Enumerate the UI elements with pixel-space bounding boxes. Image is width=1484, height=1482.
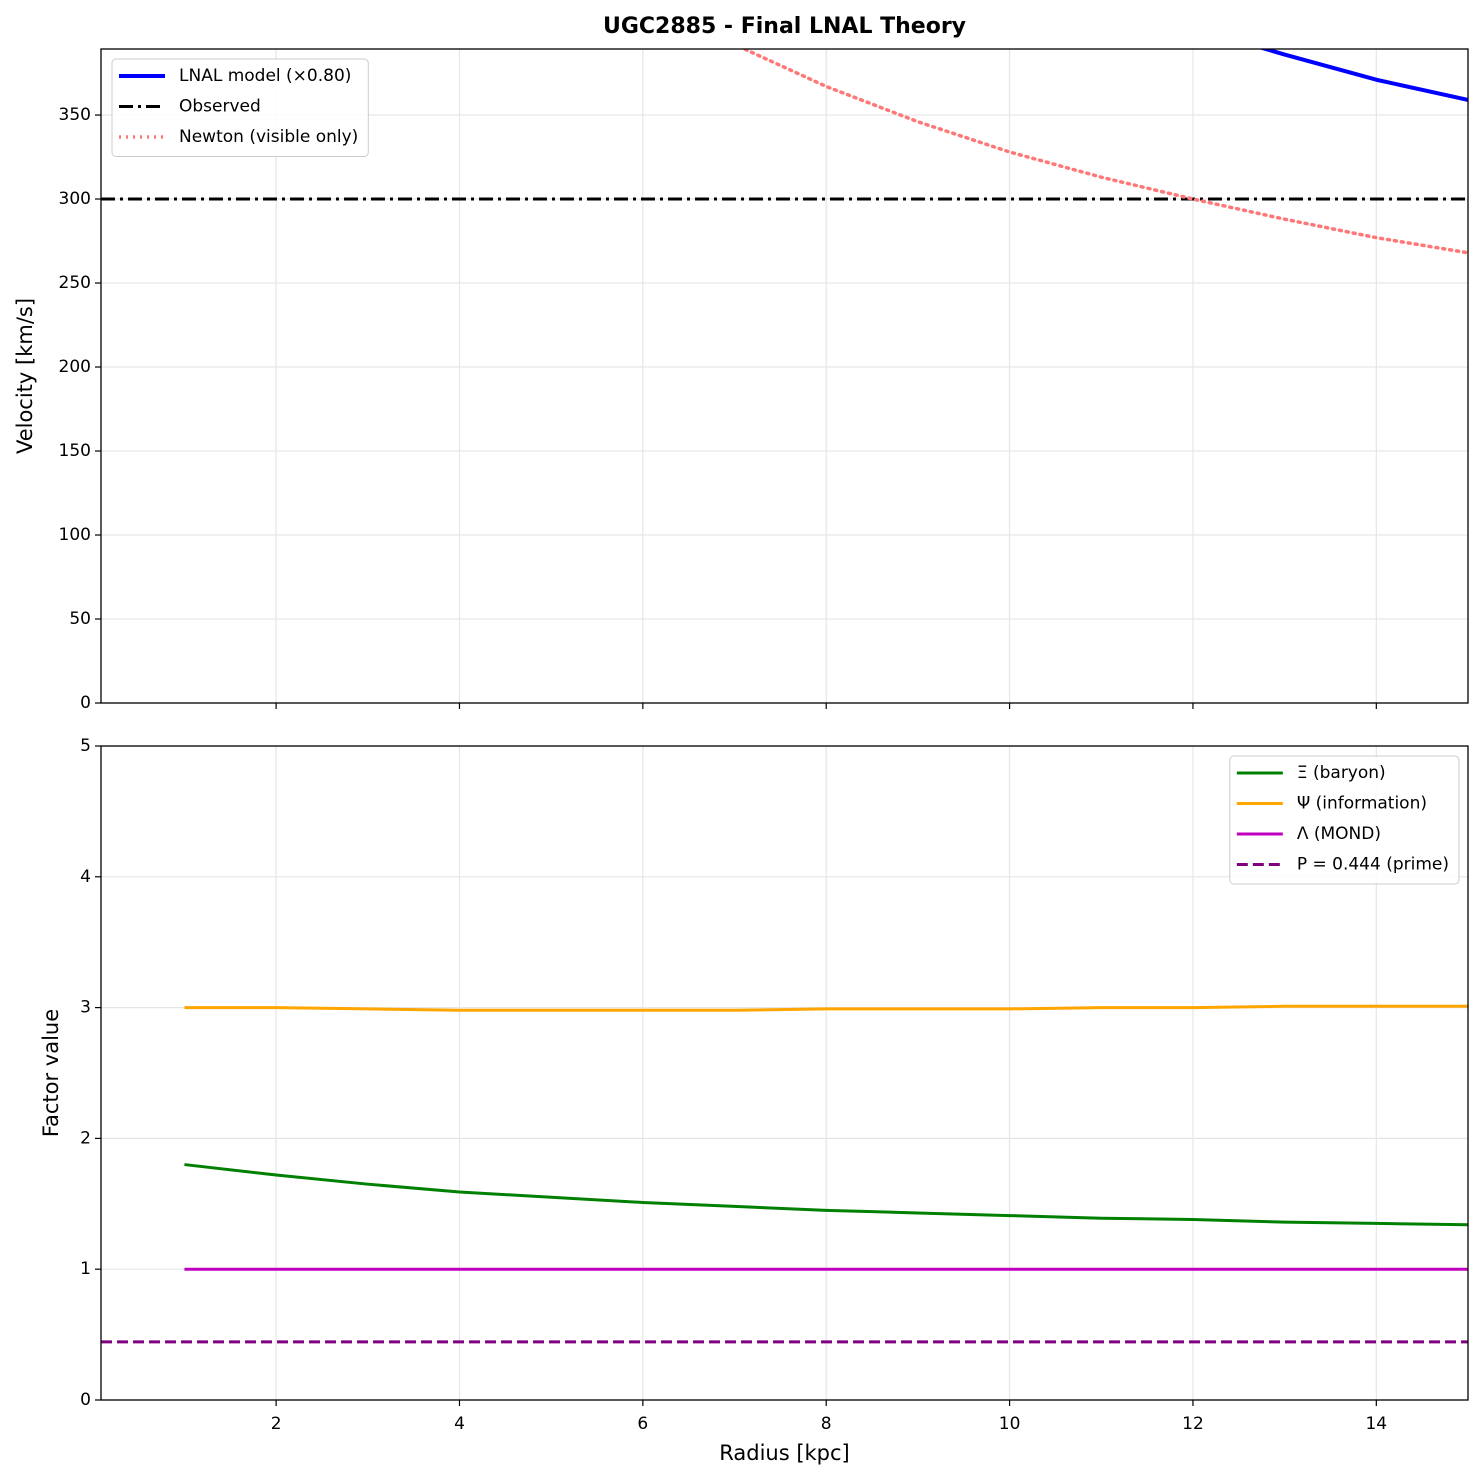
x-axis-label: Radius [kpc] [719,1441,850,1465]
y-tick-label: 50 [69,609,91,629]
legend-label: Λ (MOND) [1297,824,1381,844]
x-tick-label: 12 [1182,1414,1204,1434]
y-tick-label: 1 [80,1259,91,1279]
series-line [184,1163,1468,1227]
y-tick-label: 2 [80,1128,91,1148]
x-tick-label: 6 [637,1414,648,1434]
legend: Ξ (baryon) Ψ (information) Λ (MOND) P = 0.4… [1229,755,1460,885]
x-tick-label: 4 [454,1414,465,1434]
legend-label: Newton (visible only) [179,127,358,147]
legend-label: P = 0.444 (prime) [1297,855,1449,875]
legend-box [111,58,369,157]
plot-area [101,49,1468,255]
x-tick-label: 2 [271,1414,282,1434]
legend-label: Ξ (baryon) [1297,763,1386,783]
y-tick-label: 4 [80,867,91,887]
chart-title: UGC2885 - Final LNAL Theory [603,14,966,39]
y-tick-label: 200 [59,357,91,377]
y-tick-label: 250 [59,273,91,293]
x-tick-label: 14 [1365,1414,1387,1434]
axes-frame [100,745,1469,1401]
y-tick-label: 150 [59,441,91,461]
axes-frame [100,48,1469,704]
x-tick-label: 10 [999,1414,1021,1434]
y-tick-label: 0 [80,1390,91,1410]
y-tick-label: 5 [80,736,91,756]
plot-area [101,1004,1468,1344]
y-tick-label: 0 [80,693,91,713]
legend-label: Ψ (information) [1297,794,1427,814]
y-axis-label: Factor value [39,1009,63,1137]
legend-label: LNAL model (×0.80) [179,66,351,86]
legend-box [1229,755,1460,885]
legend-label: Observed [179,97,261,117]
y-tick-label: 3 [80,998,91,1018]
x-tick-label: 8 [821,1414,832,1434]
y-tick-label: 300 [59,189,91,209]
series-line [184,1004,1468,1012]
y-axis-label: Velocity [km/s] [13,298,37,454]
legend: LNAL model (×0.80) Observed Newton (visibl… [111,58,369,157]
y-tick-label: 350 [59,105,91,125]
y-tick-label: 100 [59,525,91,545]
